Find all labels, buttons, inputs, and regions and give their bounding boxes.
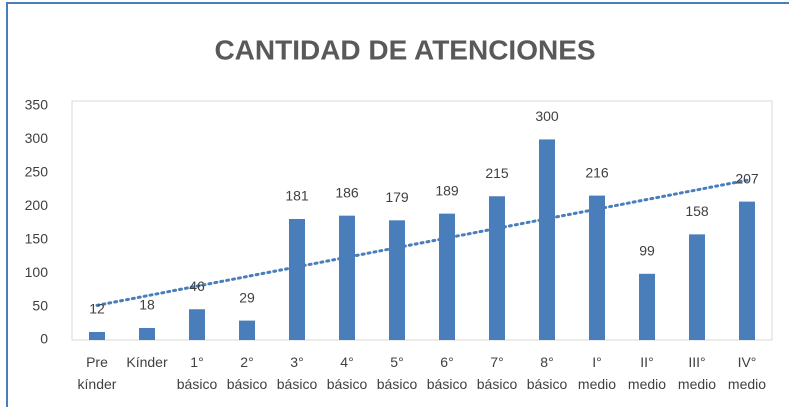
bar [89,331,105,340]
x-tick-label: Pre kínder [78,354,117,392]
data-label: 186 [335,184,359,200]
y-tick-label: 300 [25,130,49,146]
data-label: 18 [139,297,155,313]
x-tick-label: 8° básico [527,354,568,392]
data-label: 189 [435,182,459,198]
y-tick-label: 50 [32,297,48,313]
bar [389,220,405,340]
x-tick-label: IV° medio [728,354,766,392]
data-label: 158 [685,203,709,219]
bar [239,320,255,340]
x-tick-label: 5° básico [377,354,418,392]
x-tick-label: 7° básico [477,354,518,392]
bar [489,196,505,340]
data-label: 12 [89,301,105,317]
bar [539,139,555,340]
y-tick-label: 200 [25,197,49,213]
bar [689,234,705,340]
chart-frame [6,2,789,407]
chart-title: CANTIDAD DE ATENCIONES [214,34,595,65]
y-tick-label: 0 [40,331,48,347]
bar [639,273,655,340]
data-label: 216 [585,164,609,180]
x-tick-label: 3° básico [277,354,318,392]
bar [339,215,355,340]
trendline [95,178,749,307]
y-tick-label: 250 [25,164,49,180]
y-tick-label: 100 [25,264,49,280]
x-tick-label: I° medio [578,354,616,392]
data-label: 29 [239,289,255,305]
bar [739,201,755,340]
bar [139,327,155,340]
x-tick-label: 6° básico [427,354,468,392]
data-label: 207 [735,170,759,186]
bar [589,195,605,340]
plot-frame [71,100,773,341]
x-tick-label: 2° básico [227,354,268,392]
bar [289,218,305,340]
y-tick-label: 350 [25,97,49,113]
x-tick-label: III° medio [678,354,716,392]
data-label: 46 [189,278,205,294]
x-tick-label: 1° básico [177,354,218,392]
data-label: 300 [535,108,559,124]
data-label: 215 [485,165,509,181]
x-tick-label: Kínder [126,354,168,370]
data-label: 179 [385,189,409,205]
y-tick-label: 150 [25,230,49,246]
x-tick-label: II° medio [628,354,666,392]
data-label: 181 [285,188,309,204]
data-label: 99 [639,243,655,259]
bar [189,309,205,340]
x-tick-label: 4° básico [327,354,368,392]
bar [439,213,455,340]
